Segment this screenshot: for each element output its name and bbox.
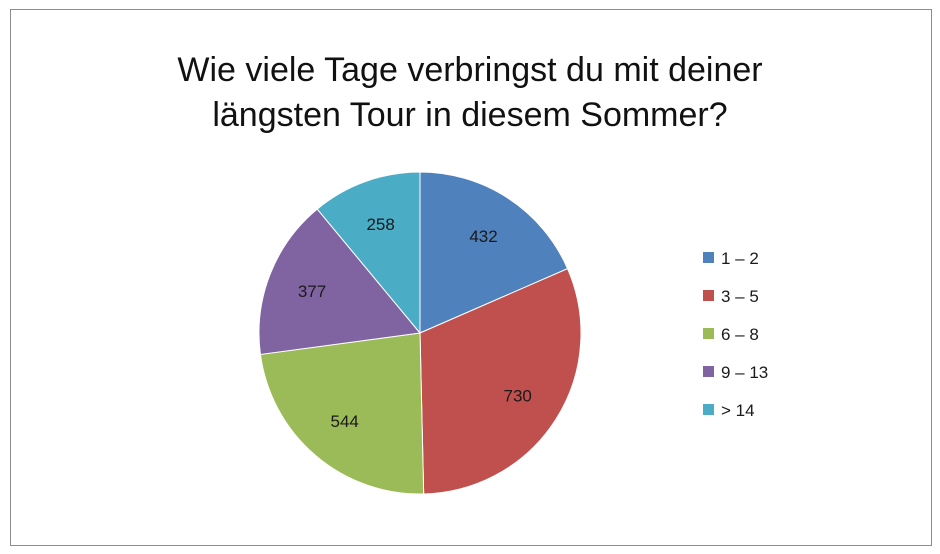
data-label-3: 544: [330, 412, 358, 431]
pie-slice-2: [419, 267, 582, 495]
legend-label-3: 6 – 8: [721, 325, 759, 344]
chart-title: Wie viele Tage verbringst du mit deiner …: [0, 48, 940, 138]
data-label-4: 377: [298, 282, 326, 301]
legend-swatch-3: [703, 328, 714, 339]
pie-slice-3: [259, 332, 425, 495]
pie-slice-4: [258, 208, 421, 355]
legend-label-1: 1 – 2: [721, 249, 759, 268]
legend-swatch-5: [703, 404, 714, 415]
pie-slice-1: [419, 171, 569, 334]
data-label-5: 258: [366, 215, 394, 234]
data-label-2: 730: [504, 386, 532, 405]
data-label-1: 432: [469, 227, 497, 246]
legend-swatch-2: [703, 290, 714, 301]
chart-title-line-1: Wie viele Tage verbringst du mit deiner: [177, 51, 763, 89]
legend-swatch-1: [703, 252, 714, 263]
legend-swatch-4: [703, 366, 714, 377]
pie-slice-5: [316, 171, 421, 335]
chart-title-line-2: längsten Tour in diesem Sommer?: [212, 96, 728, 134]
legend-label-2: 3 – 5: [721, 287, 759, 306]
legend-label-4: 9 – 13: [721, 363, 768, 382]
legend-label-5: > 14: [721, 401, 755, 420]
